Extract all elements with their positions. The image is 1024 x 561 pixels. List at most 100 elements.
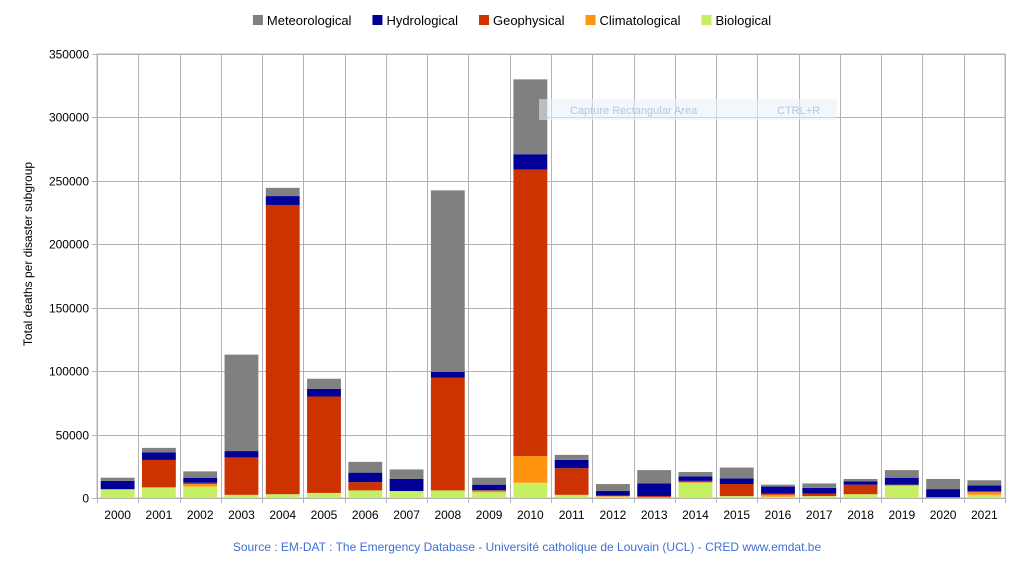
bar-segment-hydrological-2016: [761, 486, 795, 494]
bar-segment-biological-2000: [100, 489, 135, 498]
y-tick-label: 150000: [49, 302, 89, 316]
bar-segment-hydrological-2018: [843, 481, 878, 485]
bar-stack-2021: [967, 480, 1002, 498]
legend-swatch-hydrological: [372, 15, 383, 25]
legend-label-biological: Biological: [715, 13, 771, 28]
x-tick-label: 2000: [104, 508, 131, 522]
x-tick-label: 2018: [847, 508, 874, 522]
y-tick-label: 100000: [49, 365, 89, 379]
legend-item-climatological: Climatological: [585, 13, 681, 28]
bar-segment-biological-2009: [472, 492, 507, 498]
legend-swatch-climatological: [585, 15, 596, 25]
bar-stack-2011: [554, 454, 589, 498]
bar-segment-geophysical-2021: [967, 491, 1002, 493]
bar-segment-biological-2011: [554, 494, 589, 498]
bar-segment-meteorological-2004: [265, 187, 300, 197]
bar-segment-climatological-2021: [967, 492, 1002, 495]
bar-segment-geophysical-2005: [307, 396, 341, 493]
bar-segment-hydrological-2008: [430, 371, 465, 378]
bar-segment-climatological-2000: [100, 489, 135, 490]
bar-segment-meteorological-2021: [967, 480, 1002, 486]
legend-item-biological: Biological: [701, 13, 771, 28]
bar-segment-hydrological-2007: [389, 478, 424, 492]
bar-segment-geophysical-2014: [678, 480, 713, 483]
bar-segment-hydrological-2020: [926, 489, 961, 498]
bar-segment-meteorological-2018: [843, 478, 878, 482]
y-tick-label: 350000: [49, 48, 89, 62]
bar-stack-2009: [472, 477, 507, 498]
y-tick-label: 50000: [56, 429, 90, 443]
bar-stack-2018: [843, 478, 878, 498]
bar-segment-biological-2012: [595, 496, 630, 498]
bar-segment-hydrological-2021: [967, 485, 1002, 492]
legend-item-hydrological: Hydrological: [372, 13, 458, 28]
bar-segment-meteorological-2003: [224, 354, 259, 452]
y-tick-label: 200000: [49, 238, 89, 252]
legend-swatch-biological: [701, 15, 712, 25]
bar-stack-2008: [430, 190, 465, 498]
bar-segment-hydrological-2011: [554, 459, 589, 469]
legend-item-meteorological: Meteorological: [252, 13, 352, 28]
bar-segment-meteorological-2005: [307, 378, 341, 389]
bar-segment-hydrological-2013: [637, 483, 672, 497]
bar-segment-geophysical-2016: [761, 493, 795, 495]
legend-item-geophysical: Geophysical: [478, 13, 565, 28]
bar-segment-meteorological-2000: [100, 477, 135, 481]
x-tick-label: 2009: [476, 508, 503, 522]
bar-stack-2012: [595, 484, 630, 498]
bar-segment-meteorological-2008: [430, 190, 465, 372]
bars: [100, 79, 1002, 498]
bar-segment-climatological-2001: [141, 487, 176, 488]
bar-segment-geophysical-2017: [802, 493, 837, 497]
bar-segment-biological-2014: [678, 482, 713, 498]
bar-segment-biological-2018: [843, 494, 878, 498]
bar-stack-2014: [678, 471, 713, 498]
bar-segment-hydrological-2006: [348, 472, 383, 483]
x-tick-label: 2011: [559, 508, 585, 522]
y-tick-label: 0: [82, 492, 89, 506]
x-tick-label: 2016: [765, 508, 792, 522]
bar-segment-geophysical-2019: [884, 484, 919, 486]
legend-label-geophysical: Geophysical: [493, 13, 565, 28]
bar-stack-2000: [100, 477, 135, 498]
bar-segment-hydrological-2004: [265, 196, 300, 205]
x-tick-label: 2012: [600, 508, 627, 522]
x-tick-label: 2010: [517, 508, 544, 522]
y-tick-label: 250000: [49, 175, 89, 189]
bar-segment-meteorological-2014: [678, 471, 713, 477]
bar-segment-meteorological-2002: [183, 471, 218, 478]
bar-segment-meteorological-2017: [802, 483, 837, 488]
bar-segment-biological-2013: [637, 497, 672, 498]
bar-segment-geophysical-2018: [843, 484, 878, 495]
bar-segment-biological-2006: [348, 490, 383, 498]
bar-stack-2007: [389, 469, 424, 498]
legend-label-climatological: Climatological: [600, 13, 681, 28]
bar-stack-2003: [224, 354, 259, 498]
bar-stack-2013: [637, 470, 672, 498]
source-note: Source : EM-DAT : The Emergency Database…: [233, 540, 822, 554]
x-tick-label: 2019: [888, 508, 915, 522]
bar-stack-2006: [348, 461, 383, 498]
bar-segment-geophysical-2015: [719, 484, 754, 497]
bar-segment-geophysical-2006: [348, 482, 383, 491]
bar-segment-hydrological-2019: [884, 477, 919, 485]
bar-segment-meteorological-2013: [637, 470, 672, 484]
legend-swatch-meteorological: [252, 15, 263, 25]
capture-area-box: [539, 99, 837, 120]
x-tick-label: 2017: [806, 508, 833, 522]
legend-swatch-geophysical: [478, 15, 489, 25]
bar-segment-hydrological-2014: [678, 476, 713, 481]
bar-segment-biological-2004: [265, 494, 300, 498]
bar-stack-2005: [307, 378, 341, 498]
x-tick-label: 2006: [352, 508, 379, 522]
bar-segment-biological-2017: [802, 496, 837, 498]
bar-segment-climatological-2009: [472, 490, 507, 493]
bar-segment-biological-2008: [430, 490, 465, 498]
bar-segment-climatological-2010: [513, 456, 548, 483]
bar-segment-hydrological-2010: [513, 154, 548, 170]
x-tick-label: 2001: [146, 508, 173, 522]
bar-segment-hydrological-2009: [472, 484, 507, 491]
bar-segment-hydrological-2000: [100, 480, 135, 490]
x-tick-label: 2014: [682, 508, 709, 522]
